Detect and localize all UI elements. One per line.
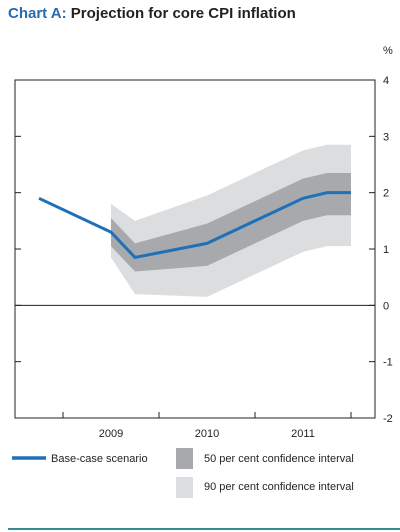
x-tick-label: 2009 [99, 428, 123, 440]
y-unit-label: % [383, 45, 393, 57]
legend-label-base-case: Base-case scenario [51, 453, 148, 465]
legend-swatch-90 [176, 477, 193, 498]
y-tick-label: 3 [383, 131, 389, 143]
y-tick-label: -2 [383, 413, 393, 425]
series-lines [38, 191, 351, 259]
y-tick-label: 1 [383, 244, 389, 256]
band-50-per-cent [111, 172, 351, 272]
chart-title-main: Projection for core CPI inflation [70, 5, 296, 22]
x-tick-label: 2011 [291, 428, 315, 440]
y-tick-label: -1 [383, 357, 393, 369]
y-tick-label: 0 [383, 300, 389, 312]
legend-label-50: 50 per cent confidence interval [204, 453, 354, 465]
legend: Base-case scenario 50 per cent confidence… [12, 448, 354, 498]
chart-title-prefix: Chart A: [8, 5, 67, 22]
chart-title: Chart A: Projection for core CPI inflati… [8, 5, 296, 22]
series-line-base-case [38, 191, 351, 259]
legend-swatch-50 [176, 448, 193, 469]
x-tick-label: 2010 [195, 428, 219, 440]
y-tick-label: 2 [383, 188, 389, 200]
legend-label-90: 90 per cent confidence interval [204, 481, 354, 493]
confidence-bands [111, 144, 351, 297]
y-tick-label: 4 [383, 75, 389, 87]
axes: 4 3 2 1 0 -1 -2% 2009 2010 2011 [14, 45, 393, 440]
